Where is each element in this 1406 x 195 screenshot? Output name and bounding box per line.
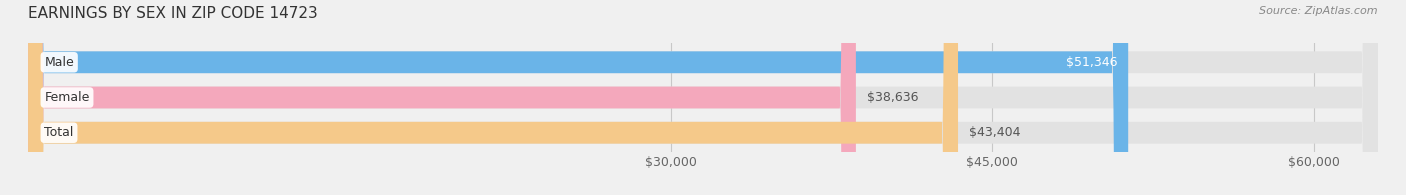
FancyBboxPatch shape (28, 0, 1378, 195)
Text: Female: Female (45, 91, 90, 104)
FancyBboxPatch shape (28, 0, 1378, 195)
Text: $51,346: $51,346 (1066, 56, 1118, 69)
Text: Male: Male (45, 56, 75, 69)
FancyBboxPatch shape (28, 0, 957, 195)
Text: EARNINGS BY SEX IN ZIP CODE 14723: EARNINGS BY SEX IN ZIP CODE 14723 (28, 6, 318, 21)
Text: Total: Total (45, 126, 73, 139)
Text: Source: ZipAtlas.com: Source: ZipAtlas.com (1260, 6, 1378, 16)
FancyBboxPatch shape (28, 0, 1128, 195)
FancyBboxPatch shape (28, 0, 1378, 195)
FancyBboxPatch shape (28, 0, 856, 195)
Text: $38,636: $38,636 (866, 91, 918, 104)
Text: $43,404: $43,404 (969, 126, 1021, 139)
